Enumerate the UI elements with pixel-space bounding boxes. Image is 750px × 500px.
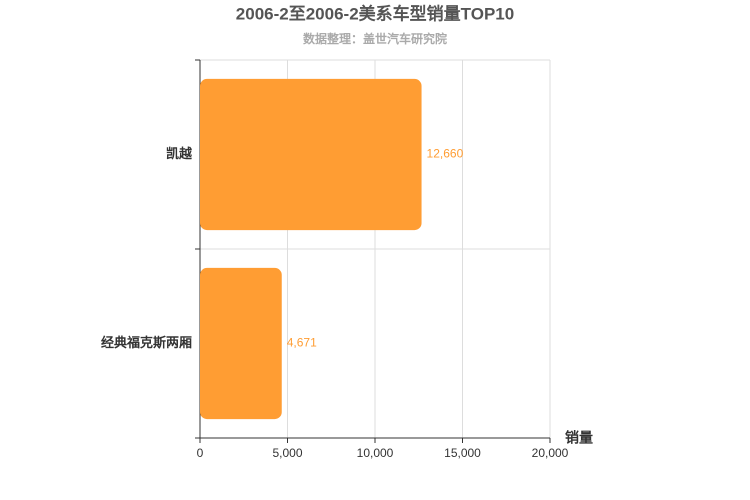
x-tick-label: 0 [197,446,204,460]
x-tick-label: 15,000 [444,446,481,460]
x-axis-label: 销量 [565,430,593,446]
value-label: 12,660 [427,147,464,161]
bar [200,78,422,231]
chart-subtitle: 数据整理：盖世汽车研究院 [303,31,447,46]
bar [200,267,282,420]
x-tick-label: 5,000 [272,446,302,460]
y-tick-label: 经典福克斯两厢 [101,335,192,350]
value-label: 4,671 [287,336,317,350]
x-tick-label: 10,000 [357,446,394,460]
x-tick-label: 20,000 [532,446,569,460]
chart-title: 2006-2至2006-2美系车型销量TOP10 [236,3,514,23]
y-tick-label: 凯越 [166,146,193,161]
